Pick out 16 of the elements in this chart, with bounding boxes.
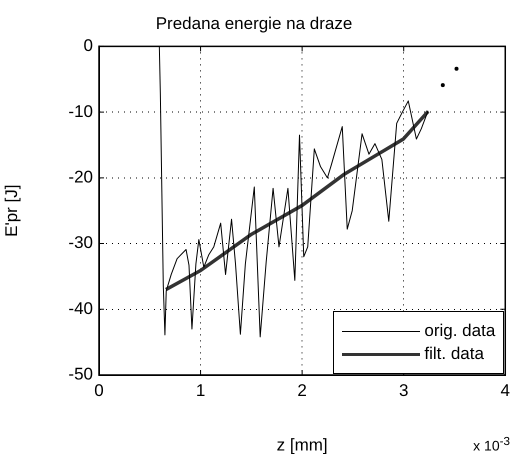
text: x 10$^{-3}$ (473, 435, 510, 454)
y-tick-label: -40 (68, 298, 93, 318)
x-tick-label: 2 (297, 380, 307, 400)
chart-title: Predana energie na draze (156, 14, 352, 33)
x-tick-label: 4 (500, 380, 510, 400)
x-tick-label: 3 (398, 380, 408, 400)
y-tick-label: -50 (68, 364, 93, 384)
legend-label: filt. data (424, 344, 484, 364)
x-axis-title: z [mm] (276, 435, 328, 454)
y-axis-title: E'pr [J] (2, 184, 21, 237)
y-tick-label: -20 (68, 168, 93, 187)
x-tick-label: 1 (196, 380, 206, 400)
legend-label: orig. data (424, 321, 496, 341)
y-tick-label: -30 (68, 233, 93, 252)
y-tick-label: 0 (84, 36, 93, 56)
y-tick-label: -10 (68, 102, 93, 121)
